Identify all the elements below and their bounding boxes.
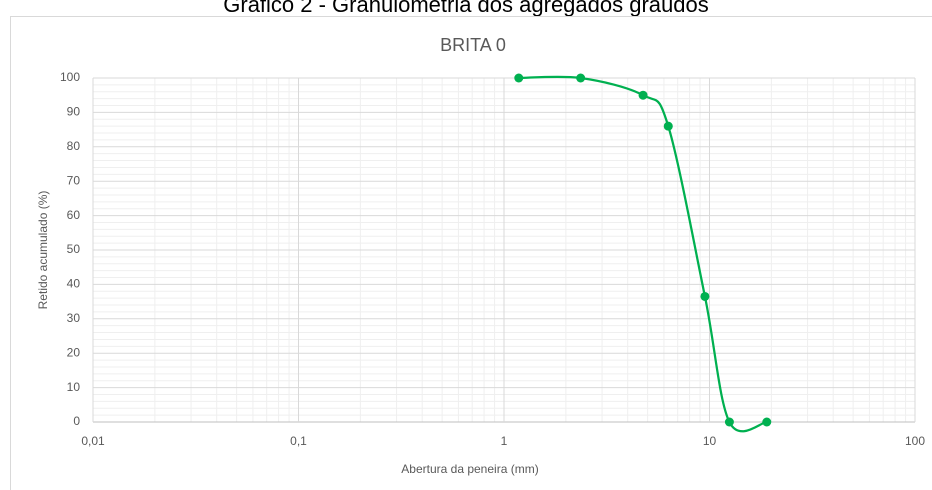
x-tick-label: 0,01 <box>81 434 105 448</box>
y-tick-label: 90 <box>67 105 81 119</box>
data-point <box>700 291 710 301</box>
chart-title: BRITA 0 <box>440 35 506 55</box>
data-point <box>762 417 772 427</box>
data-point <box>576 73 586 83</box>
x-axis-label: Abertura da peneira (mm) <box>401 462 538 476</box>
x-tick-label: 10 <box>703 434 717 448</box>
figure-heading: Gráfico 2 - Granulometria dos agregados … <box>223 0 708 17</box>
y-tick-label: 10 <box>67 380 81 394</box>
y-tick-label: 0 <box>73 414 80 428</box>
y-tick-label: 20 <box>67 345 81 359</box>
y-axis-label: Retido acumulado (%) <box>36 191 50 310</box>
x-tick-label: 1 <box>501 434 508 448</box>
y-tick-label: 40 <box>67 277 81 291</box>
y-tick-label: 30 <box>67 311 81 325</box>
data-point <box>638 90 648 100</box>
data-point <box>724 417 734 427</box>
chart-border <box>10 16 932 490</box>
x-tick-label: 0,1 <box>290 434 307 448</box>
series-line <box>518 75 768 433</box>
x-tick-label: 100 <box>905 434 925 448</box>
y-tick-label: 80 <box>67 139 81 153</box>
y-tick-label: 60 <box>67 208 81 222</box>
y-tick-label: 50 <box>67 242 81 256</box>
data-point <box>514 73 524 83</box>
y-tick-label: 70 <box>67 173 81 187</box>
y-tick-label: 100 <box>60 70 80 84</box>
data-point <box>663 121 673 131</box>
